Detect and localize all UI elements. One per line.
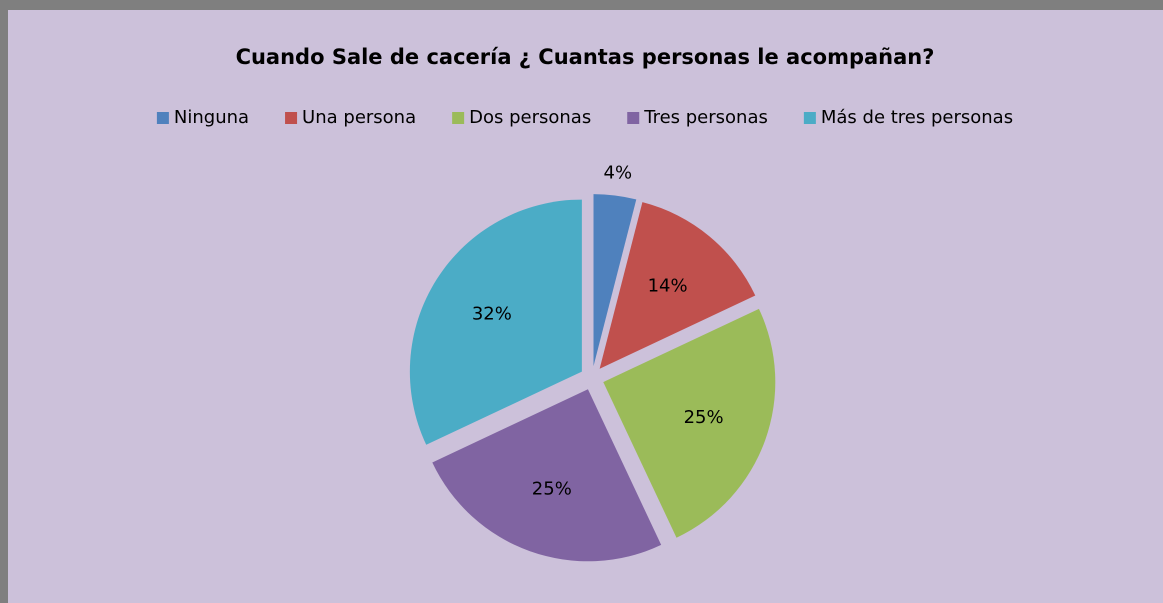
data-label: 14%	[648, 276, 688, 297]
legend-label: Más de tres personas	[821, 107, 1013, 128]
pie-slice	[593, 194, 637, 367]
legend-swatch	[156, 112, 169, 124]
data-label: 25%	[532, 479, 572, 500]
data-label: 32%	[472, 303, 512, 324]
frame-top	[0, 0, 1163, 10]
chart-title: Cuando Sale de cacería ¿ Cuantas persona…	[236, 45, 935, 69]
legend-label: Una persona	[302, 107, 416, 128]
legend-swatch	[803, 112, 816, 124]
data-label: 4%	[604, 163, 633, 184]
legend-label: Dos personas	[469, 107, 591, 128]
legend-label: Tres personas	[643, 107, 768, 128]
pie-slice	[599, 202, 756, 369]
data-label: 25%	[684, 407, 724, 428]
pie: 4% 14% 25% 25% 32%	[409, 163, 776, 562]
legend-swatch	[285, 112, 298, 124]
legend-swatch	[627, 112, 640, 124]
pie-slice	[432, 389, 662, 562]
legend-swatch	[452, 112, 465, 124]
frame-left	[0, 0, 8, 603]
pie-slice	[603, 308, 776, 538]
legend: Ninguna Una persona Dos personas Tres perso…	[156, 107, 1013, 128]
pie-slice	[409, 199, 582, 445]
legend-label: Ninguna	[174, 107, 249, 128]
